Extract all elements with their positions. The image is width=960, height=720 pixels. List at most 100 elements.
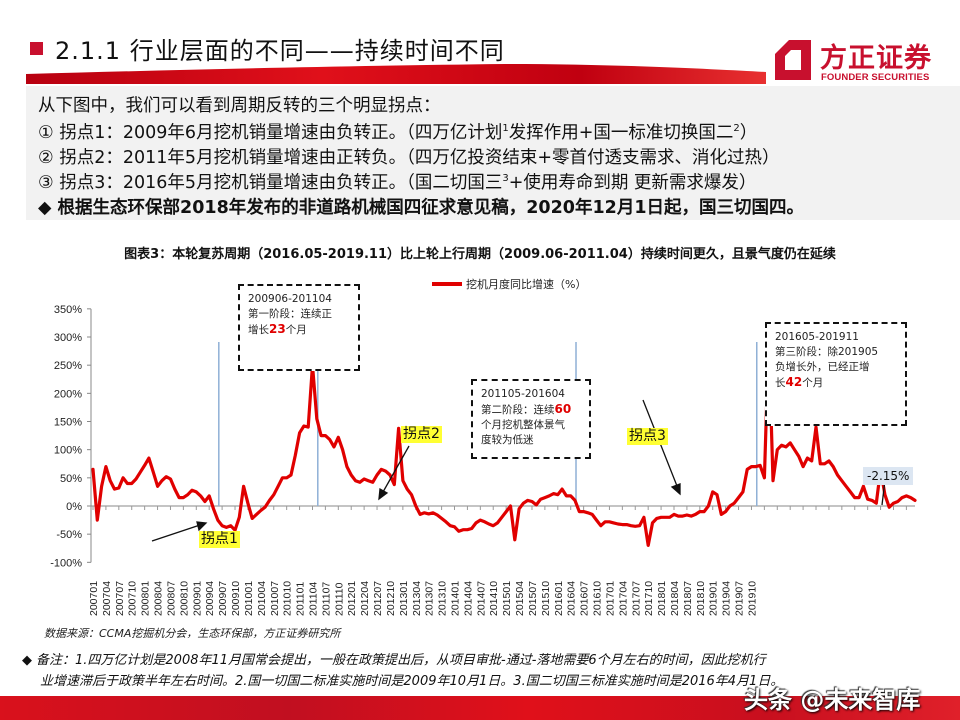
svg-text:201201: 201201: [346, 581, 358, 616]
svg-text:201210: 201210: [385, 581, 397, 616]
svg-text:150%: 150%: [54, 417, 82, 429]
svg-text:201001: 201001: [243, 581, 255, 616]
svg-text:201507: 201507: [527, 581, 539, 616]
phase-1-months-highlight: 23: [269, 322, 286, 336]
phase-3-period: 201605-201911: [775, 331, 859, 343]
legend-red-line-swatch: [432, 282, 462, 286]
circled-number-1: ①: [38, 123, 54, 143]
svg-text:201401: 201401: [450, 581, 462, 616]
logo-english-text: FOUNDER SECURITIES: [821, 72, 930, 83]
svg-text:201504: 201504: [514, 581, 526, 616]
phase-1-period: 200906-201104: [248, 293, 332, 305]
summary-box: 从下图中，我们可以看到周期反转的三个明显拐点： ① 拐点1：2009年6月挖机销…: [26, 86, 960, 220]
footnote-ref-1: 1: [502, 123, 509, 135]
phase-3-annotation: 201605-201911 第三阶段：除201905 负增长外，已经正增 长42…: [765, 322, 907, 426]
turning-point-3: ③ 拐点3：2016年5月挖机销量增速由负转正。（国二切国三3+使用寿命到期 更…: [38, 169, 756, 194]
svg-text:201604: 201604: [566, 581, 578, 616]
phase-1-text-a: 增长: [248, 324, 269, 336]
chart-title: 图表3：本轮复苏周期（2016.05-2019.11）比上轮上行周期（2009.…: [124, 247, 836, 262]
svg-text:201701: 201701: [604, 581, 616, 616]
watermark: 头条 @未来智库: [744, 686, 921, 714]
phase-3-text-b: 个月: [802, 377, 824, 389]
svg-text:201204: 201204: [359, 581, 371, 616]
svg-text:201407: 201407: [475, 581, 487, 616]
svg-text:201310: 201310: [437, 581, 449, 616]
summary-intro: 从下图中，我们可以看到周期反转的三个明显拐点：: [38, 96, 441, 116]
phase-3-desc-2: 负增长外，已经正增: [775, 361, 870, 373]
svg-text:201010: 201010: [282, 581, 294, 616]
footer-red-band: [0, 696, 960, 720]
svg-text:200907: 200907: [217, 581, 229, 616]
svg-text:201607: 201607: [579, 581, 591, 616]
title-bullet-square: [30, 41, 43, 55]
svg-text:200701: 200701: [88, 581, 100, 616]
logo-mark-icon: [775, 40, 811, 80]
phase-3-text-a: 长: [775, 377, 786, 389]
phase-2-text-a: 第二阶段：连续: [481, 404, 555, 416]
svg-text:201901: 201901: [708, 581, 720, 616]
diamond-bullet-icon: ◆: [22, 653, 32, 668]
svg-text:-100%: -100%: [50, 557, 82, 569]
phase-3-duration: 长42个月: [775, 375, 897, 391]
svg-text:201410: 201410: [488, 581, 500, 616]
svg-text:201110: 201110: [333, 582, 345, 616]
point-3-text2: +使用寿命到期 更新需求爆发）: [508, 173, 757, 193]
footnote-line-1: ◆ 备注：1.四万亿计划是2008年11月国常会提出，一般在政策提出后，从项目审批…: [22, 650, 932, 671]
svg-text:-50%: -50%: [56, 529, 82, 541]
turning-point-1: ① 拐点1：2009年6月挖机销量增速由负转正。（四万亿计划1发挥作用+国一标准…: [38, 119, 757, 144]
phase-1-text-b: 个月: [285, 324, 307, 336]
svg-text:201301: 201301: [398, 581, 410, 616]
svg-text:201810: 201810: [695, 581, 707, 616]
circled-number-3: ③: [38, 173, 54, 193]
svg-text:201307: 201307: [424, 581, 436, 616]
svg-text:0%: 0%: [66, 501, 82, 513]
svg-text:201704: 201704: [617, 581, 629, 616]
point-3-text: 拐点3：2016年5月挖机销量增速由负转正。（国二切国三: [53, 173, 503, 193]
footnote-ref-3: 3: [502, 173, 509, 185]
latest-value-callout: -2.15%: [863, 467, 914, 485]
x-axis: 200701 200704 200707 200710 200801 200804 2008…: [88, 505, 915, 616]
phase-3-desc: 第三阶段：除201905: [775, 346, 879, 358]
svg-text:201404: 201404: [462, 581, 474, 616]
policy-bullet: ◆ 根据生态环保部2018年发布的非道路机械国四征求意见稿，2020年12月1日…: [38, 198, 804, 218]
svg-text:200804: 200804: [153, 581, 165, 616]
svg-text:201107: 201107: [320, 582, 332, 616]
svg-text:201207: 201207: [372, 581, 384, 616]
svg-text:201804: 201804: [669, 581, 681, 616]
svg-text:201004: 201004: [256, 581, 268, 616]
svg-text:201907: 201907: [734, 581, 746, 616]
phase-2-annotation: 201105-201604 第二阶段：连续60 个月挖机整体景气 度较为低迷: [471, 379, 591, 459]
y-axis: 350% 300% 250% 200% 150% 100% 50% 0% -50% -100%: [50, 304, 92, 569]
svg-text:201904: 201904: [721, 581, 733, 616]
slide-title-text: 2.1.1 行业层面的不同——持续时间不同: [55, 36, 505, 65]
phase-3-months-highlight: 42: [785, 375, 803, 389]
turning-point-3-label: 拐点3: [627, 428, 668, 445]
svg-text:200807: 200807: [165, 581, 177, 616]
svg-text:350%: 350%: [54, 304, 82, 316]
founder-securities-logo: 方正证券 FOUNDER SECURITIES: [770, 34, 950, 90]
series-line-excavator-yoy: [91, 335, 917, 547]
footnote-ref-2: 2: [733, 123, 740, 135]
svg-text:100%: 100%: [54, 445, 82, 457]
svg-text:201007: 201007: [269, 581, 281, 616]
legend-label: 挖机月度同比增速（%）: [466, 278, 587, 291]
svg-text:200901: 200901: [191, 581, 203, 616]
turning-point-2: ② 拐点2：2011年5月挖机销量增速由正转负。（四万亿投资结束+零首付透支需求…: [38, 144, 779, 169]
logo-chinese-text: 方正证券: [820, 43, 932, 74]
circled-number-2: ②: [38, 148, 54, 168]
point-2-text: 拐点2：2011年5月挖机销量增速由正转负。（四万亿投资结束+零首付透支需求、消…: [53, 148, 780, 168]
phase-2-months-highlight: 60: [554, 402, 572, 416]
phase-1-annotation: 200906-201104 第一阶段：连续正 增长23个月: [238, 284, 360, 371]
turning-point-1-label: 拐点1: [199, 531, 240, 548]
svg-text:200%: 200%: [54, 388, 82, 400]
svg-text:200910: 200910: [230, 581, 242, 616]
point-1-text2: 发挥作用+国一标准切换国二: [508, 123, 734, 143]
footnote-text-1: 备注：1.四万亿计划是2008年11月国常会提出，一般在政策提出后，从项目审批-…: [36, 653, 766, 668]
svg-text:201104: 201104: [307, 582, 319, 616]
svg-text:201807: 201807: [682, 581, 694, 616]
svg-text:201101: 201101: [295, 582, 307, 616]
phase-1-duration: 增长23个月: [248, 322, 350, 338]
svg-text:201304: 201304: [411, 581, 423, 616]
point-1-text: 拐点1：2009年6月挖机销量增速由负转正。（四万亿计划: [53, 123, 503, 143]
data-source: 数据来源：CCMA挖掘机分会，生态环保部，方正证券研究所: [44, 627, 341, 640]
